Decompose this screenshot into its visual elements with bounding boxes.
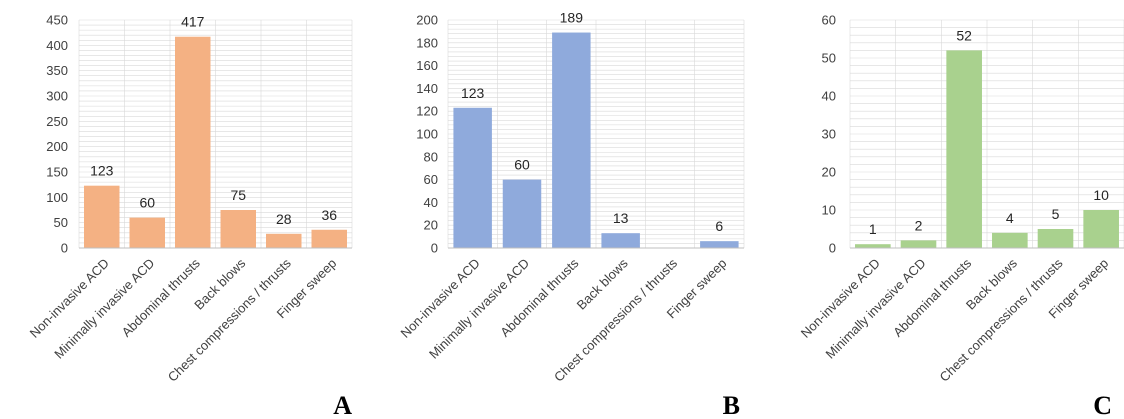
data-label: 2 xyxy=(915,217,923,233)
bar xyxy=(700,241,739,248)
data-label: 5 xyxy=(1052,206,1060,222)
bar xyxy=(84,185,120,248)
y-tick-label: 350 xyxy=(46,63,68,78)
y-tick-label: 200 xyxy=(416,13,438,28)
y-tick-label: 60 xyxy=(822,13,836,28)
data-label: 1 xyxy=(869,221,877,237)
panel-letter: A xyxy=(333,391,352,419)
x-tick-label: Abdominal thrusts xyxy=(890,255,975,340)
y-tick-label: 0 xyxy=(829,241,836,256)
y-tick-label: 250 xyxy=(46,114,68,129)
data-label: 10 xyxy=(1093,187,1109,203)
bar xyxy=(601,233,640,248)
bar xyxy=(266,233,302,248)
y-tick-label: 30 xyxy=(822,127,836,142)
bar xyxy=(855,244,891,248)
data-label: 417 xyxy=(181,14,205,30)
data-label: 123 xyxy=(461,85,485,101)
data-label: 60 xyxy=(139,195,155,211)
y-tick-label: 120 xyxy=(416,104,438,119)
y-tick-label: 40 xyxy=(424,195,438,210)
y-tick-label: 300 xyxy=(46,89,68,104)
data-label: 6 xyxy=(715,218,723,234)
x-tick-label: Abdominal thrusts xyxy=(119,255,204,340)
y-tick-label: 450 xyxy=(46,13,68,28)
bar xyxy=(502,179,542,248)
bar xyxy=(900,240,937,248)
y-tick-label: 150 xyxy=(46,165,68,180)
panel-letter: B xyxy=(723,391,740,419)
y-tick-label: 10 xyxy=(822,203,836,218)
y-tick-label: 0 xyxy=(61,241,68,256)
data-label: 13 xyxy=(613,210,629,226)
data-label: 123 xyxy=(90,163,114,179)
data-label: 4 xyxy=(1006,210,1014,226)
data-label: 36 xyxy=(321,207,337,223)
bar xyxy=(946,50,982,249)
y-tick-label: 160 xyxy=(416,58,438,73)
panel-letter: C xyxy=(1093,391,1112,419)
y-tick-label: 100 xyxy=(46,190,68,205)
data-label: 60 xyxy=(514,157,530,173)
y-tick-label: 0 xyxy=(431,241,438,256)
data-label: 75 xyxy=(230,187,246,203)
y-tick-label: 400 xyxy=(46,38,68,53)
y-tick-label: 100 xyxy=(416,127,438,142)
bar xyxy=(453,107,492,248)
y-tick-label: 50 xyxy=(54,215,68,230)
bar xyxy=(1037,229,1074,248)
bar xyxy=(175,36,211,248)
y-tick-label: 200 xyxy=(46,139,68,154)
bar xyxy=(552,32,591,248)
chart-panel-a: 0 50 100 150 200 250 300 350 400 450 123 Non-invasi… xyxy=(27,13,353,419)
x-tick-label: Non-invasive ACD xyxy=(798,256,883,341)
data-label: 28 xyxy=(276,211,292,227)
chart-panel-b: 020406080100120140160180200123Non-invasi… xyxy=(398,10,745,419)
y-tick-label: 180 xyxy=(416,35,438,50)
data-label: 189 xyxy=(560,10,584,26)
y-tick-label: 80 xyxy=(424,149,438,164)
data-label: 52 xyxy=(956,27,972,43)
y-tick-label: 60 xyxy=(424,172,438,187)
y-tick-label: 140 xyxy=(416,81,438,96)
bar xyxy=(992,232,1028,248)
x-tick-label: Non-invasive ACD xyxy=(27,256,112,341)
y-tick-label: 50 xyxy=(822,51,836,66)
y-tick-label: 20 xyxy=(822,165,836,180)
bar xyxy=(220,210,256,248)
y-tick-label: 20 xyxy=(424,218,438,233)
bar xyxy=(129,217,165,248)
bar xyxy=(1083,210,1119,248)
bar xyxy=(311,229,347,248)
x-tick-label: Minimally invasive ACD xyxy=(426,256,532,362)
y-tick-label: 40 xyxy=(822,89,836,104)
